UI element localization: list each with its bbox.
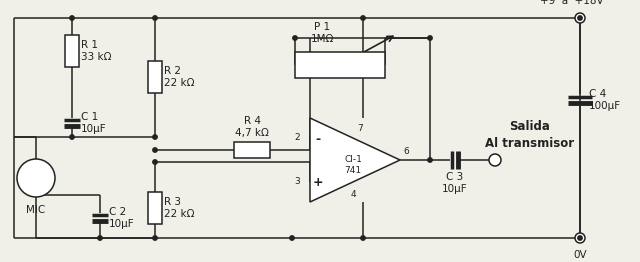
Text: Salida
Al transmisor: Salida Al transmisor [485,120,575,150]
Circle shape [153,135,157,139]
Circle shape [578,16,582,20]
Bar [234,142,270,158]
Text: 2: 2 [294,134,300,143]
Text: 0V: 0V [573,250,587,260]
Circle shape [98,236,102,240]
Circle shape [575,233,585,243]
Text: 7: 7 [357,124,363,133]
Text: +: + [313,177,323,189]
Text: R 4
4,7 kΩ: R 4 4,7 kΩ [235,116,269,138]
Circle shape [70,16,74,20]
Text: -: - [316,133,321,145]
Text: 3: 3 [294,177,300,187]
Text: C 3
10μF: C 3 10μF [442,172,468,194]
Bar [148,192,162,224]
Circle shape [489,154,501,166]
Text: R 1
33 kΩ: R 1 33 kΩ [81,40,111,62]
Text: CI-1
741: CI-1 741 [344,155,362,175]
Text: C 2
10μF: C 2 10μF [109,207,134,229]
Text: R 3
22 kΩ: R 3 22 kΩ [164,197,195,219]
Circle shape [290,236,294,240]
Circle shape [17,159,55,197]
Circle shape [428,158,432,162]
Polygon shape [310,118,400,202]
Text: P 1
1MΩ: P 1 1MΩ [310,21,333,44]
Circle shape [153,148,157,152]
Text: C 4
100μF: C 4 100μF [589,89,621,111]
Circle shape [428,36,432,40]
Circle shape [361,236,365,240]
Circle shape [361,16,365,20]
Bar [65,35,79,67]
Bar [295,52,385,78]
Circle shape [575,13,585,23]
Text: MIC: MIC [26,205,45,215]
Text: C 1
10μF: C 1 10μF [81,112,107,134]
Text: 6: 6 [403,148,409,156]
Circle shape [153,160,157,164]
Text: +9  a  +18V: +9 a +18V [540,0,604,6]
Bar [148,61,162,93]
Circle shape [153,236,157,240]
Text: 4: 4 [350,190,356,199]
Circle shape [293,36,297,40]
Circle shape [153,16,157,20]
Text: R 2
22 kΩ: R 2 22 kΩ [164,66,195,88]
Circle shape [70,135,74,139]
Circle shape [578,236,582,240]
